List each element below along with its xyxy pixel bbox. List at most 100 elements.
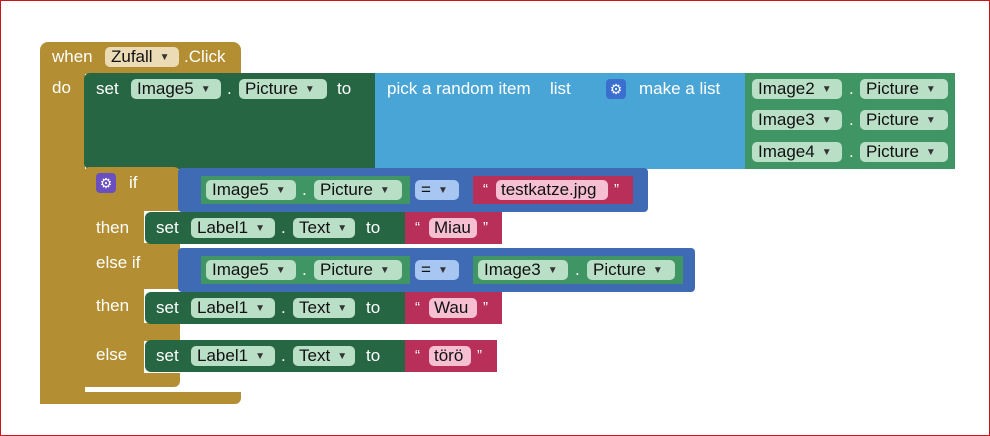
quote-open-icon: “ xyxy=(483,181,488,198)
set-label: set xyxy=(96,79,119,98)
if-else-section xyxy=(84,323,180,341)
dot-separator: . xyxy=(849,79,854,98)
chevron-down-icon: ▼ xyxy=(925,84,936,95)
mutator-gear-icon[interactable]: ⚙ xyxy=(606,79,626,99)
cond2-property-dropdown[interactable]: Picture ▼ xyxy=(314,260,402,280)
list-item-1-component[interactable]: Image2 ▼ xyxy=(752,79,842,99)
cond2-operator-dropdown[interactable]: = ▼ xyxy=(415,260,459,280)
list-item-3-component-text: Image4 xyxy=(758,142,815,161)
cond2-right-component-dropdown[interactable]: Image3 ▼ xyxy=(478,260,568,280)
then-label-1: then xyxy=(96,218,130,237)
set-image-property-dropdown[interactable]: Picture ▼ xyxy=(239,79,327,99)
elseif-label: else if xyxy=(96,253,141,272)
set3-property-dropdown[interactable]: Text ▼ xyxy=(293,346,355,366)
list-item-3-component[interactable]: Image4 ▼ xyxy=(752,142,842,162)
random-item-block[interactable] xyxy=(375,73,595,169)
chevron-down-icon: ▼ xyxy=(652,265,663,276)
set2-string-value[interactable]: Wau xyxy=(429,298,477,318)
chevron-down-icon: ▼ xyxy=(821,147,832,158)
quote-close-icon: ” xyxy=(483,299,488,316)
dot-separator: . xyxy=(849,110,854,129)
set-label-block-1[interactable] xyxy=(145,212,405,244)
set3-component-dropdown[interactable]: Label1 ▼ xyxy=(191,346,275,366)
set1-property-text: Text xyxy=(299,218,331,237)
random-item-label: pick a random item xyxy=(387,79,531,98)
set-label-block-2[interactable] xyxy=(145,292,405,324)
set1-component-text: Label1 xyxy=(197,218,249,237)
dot-separator: . xyxy=(227,79,232,98)
list-item-1-property-text: Picture xyxy=(866,79,919,98)
list-item-2-property[interactable]: Picture ▼ xyxy=(860,110,948,130)
chevron-down-icon: ▼ xyxy=(821,84,832,95)
set3-property-text: Text xyxy=(299,346,331,365)
set-image-property-text: Picture xyxy=(245,79,298,98)
cond1-string-value[interactable]: testkatze.jpg xyxy=(496,180,608,200)
list-item-1-property[interactable]: Picture ▼ xyxy=(860,79,948,99)
chevron-down-icon: ▼ xyxy=(337,303,348,314)
dot-separator: . xyxy=(281,218,286,237)
cond2-component-text: Image5 xyxy=(212,260,269,279)
set-label: set xyxy=(156,218,179,237)
event-block-footer xyxy=(40,392,241,404)
dot-separator: . xyxy=(849,142,854,161)
list-item-2-property-text: Picture xyxy=(866,110,919,129)
set-label-block-3[interactable] xyxy=(145,340,405,372)
cond2-component-dropdown[interactable]: Image5 ▼ xyxy=(206,260,296,280)
set1-component-dropdown[interactable]: Label1 ▼ xyxy=(191,218,275,238)
quote-close-icon: ” xyxy=(477,347,482,364)
event-suffix-label: .Click xyxy=(184,47,226,66)
chevron-down-icon: ▼ xyxy=(337,351,348,362)
set2-property-dropdown[interactable]: Text ▼ xyxy=(293,298,355,318)
cond1-operator-dropdown[interactable]: = ▼ xyxy=(415,180,459,200)
quote-open-icon: “ xyxy=(415,219,420,236)
set-image-component-dropdown[interactable]: Image5 ▼ xyxy=(131,79,221,99)
chevron-down-icon: ▼ xyxy=(200,84,211,95)
set-image-component-text: Image5 xyxy=(137,79,194,98)
cond2-right-property-text: Picture xyxy=(593,260,646,279)
else-label: else xyxy=(96,345,128,364)
to-label: to xyxy=(337,79,352,98)
if-label: if xyxy=(129,173,138,192)
cond1-operator-text: = xyxy=(421,180,431,199)
set1-string-value[interactable]: Miau xyxy=(429,218,477,238)
chevron-down-icon: ▼ xyxy=(255,223,265,234)
chevron-down-icon: ▼ xyxy=(925,115,936,126)
if-mutator-gear-icon[interactable]: ⚙ xyxy=(96,173,116,193)
when-click-event-block[interactable] xyxy=(40,42,241,404)
list-item-3-property[interactable]: Picture ▼ xyxy=(860,142,948,162)
chevron-down-icon: ▼ xyxy=(275,185,286,196)
event-component-dropdown[interactable]: Zufall ▼ xyxy=(105,47,179,67)
chevron-down-icon: ▼ xyxy=(925,147,936,158)
cond2-property-text: Picture xyxy=(320,260,373,279)
if-elseif-section xyxy=(84,243,180,289)
chevron-down-icon: ▼ xyxy=(337,223,348,234)
set-label: set xyxy=(156,346,179,365)
set1-property-dropdown[interactable]: Text ▼ xyxy=(293,218,355,238)
chevron-down-icon: ▼ xyxy=(255,303,265,314)
dot-separator: . xyxy=(302,180,307,199)
quote-open-icon: “ xyxy=(415,299,420,316)
chevron-down-icon: ▼ xyxy=(159,52,170,63)
event-component-text: Zufall xyxy=(111,47,153,66)
cond2-right-property-dropdown[interactable]: Picture ▼ xyxy=(587,260,675,280)
cond1-component-dropdown[interactable]: Image5 ▼ xyxy=(206,180,296,200)
cond1-property-dropdown[interactable]: Picture ▼ xyxy=(314,180,402,200)
to-label: to xyxy=(366,346,381,365)
set3-string-value[interactable]: törö xyxy=(429,346,471,366)
list-item-2-component[interactable]: Image3 ▼ xyxy=(752,110,842,130)
if-block-footer xyxy=(84,373,180,387)
quote-close-icon: ” xyxy=(483,219,488,236)
then-label-2: then xyxy=(96,296,130,315)
chevron-down-icon: ▼ xyxy=(821,115,832,126)
set2-component-dropdown[interactable]: Label1 ▼ xyxy=(191,298,275,318)
chevron-down-icon: ▼ xyxy=(275,265,286,276)
list-item-3-property-text: Picture xyxy=(866,142,919,161)
event-block-spine xyxy=(40,72,85,404)
chevron-down-icon: ▼ xyxy=(304,84,315,95)
to-label: to xyxy=(366,218,381,237)
cond1-component-text: Image5 xyxy=(212,180,269,199)
when-label: when xyxy=(52,47,93,66)
list-item-1-component-text: Image2 xyxy=(758,79,815,98)
cond2-operator-text: = xyxy=(421,260,431,279)
list-item-2-component-text: Image3 xyxy=(758,110,815,129)
